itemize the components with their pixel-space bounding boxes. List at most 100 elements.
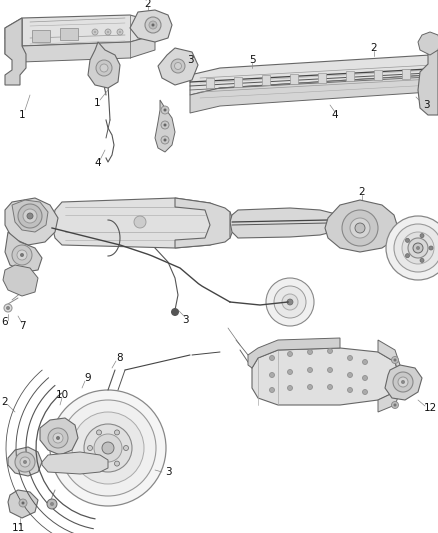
Polygon shape bbox=[418, 32, 438, 55]
Circle shape bbox=[393, 403, 396, 407]
Circle shape bbox=[328, 367, 332, 373]
Circle shape bbox=[282, 294, 298, 310]
Circle shape bbox=[355, 223, 365, 233]
Circle shape bbox=[23, 460, 27, 464]
Polygon shape bbox=[5, 35, 155, 62]
Circle shape bbox=[347, 356, 353, 360]
Polygon shape bbox=[130, 10, 172, 42]
Circle shape bbox=[398, 377, 408, 387]
Text: 3: 3 bbox=[187, 55, 193, 65]
Circle shape bbox=[23, 209, 37, 223]
Circle shape bbox=[408, 238, 428, 258]
Circle shape bbox=[161, 121, 169, 129]
Circle shape bbox=[347, 373, 353, 377]
Polygon shape bbox=[325, 200, 398, 252]
Polygon shape bbox=[155, 100, 175, 152]
Text: 6: 6 bbox=[2, 317, 8, 327]
Circle shape bbox=[163, 139, 166, 141]
Circle shape bbox=[92, 29, 98, 35]
Polygon shape bbox=[418, 50, 438, 115]
Polygon shape bbox=[230, 208, 345, 238]
Circle shape bbox=[266, 278, 314, 326]
Circle shape bbox=[48, 428, 68, 448]
Bar bbox=[402, 69, 410, 78]
Circle shape bbox=[163, 124, 166, 126]
Text: 10: 10 bbox=[56, 390, 69, 400]
Circle shape bbox=[60, 400, 156, 496]
Text: 1: 1 bbox=[19, 110, 25, 120]
Circle shape bbox=[401, 380, 405, 384]
Circle shape bbox=[20, 253, 24, 257]
Polygon shape bbox=[8, 447, 42, 476]
Circle shape bbox=[84, 424, 132, 472]
Polygon shape bbox=[42, 452, 108, 474]
Circle shape bbox=[100, 64, 108, 72]
Polygon shape bbox=[52, 198, 235, 248]
Circle shape bbox=[145, 17, 161, 33]
Polygon shape bbox=[88, 42, 120, 88]
Circle shape bbox=[429, 246, 433, 250]
Circle shape bbox=[27, 213, 33, 219]
Text: 2: 2 bbox=[2, 397, 8, 407]
Circle shape bbox=[119, 31, 121, 33]
Text: 2: 2 bbox=[359, 187, 365, 197]
Circle shape bbox=[163, 109, 166, 111]
Circle shape bbox=[114, 461, 120, 466]
Circle shape bbox=[50, 390, 166, 506]
Circle shape bbox=[161, 106, 169, 114]
Circle shape bbox=[328, 349, 332, 353]
Circle shape bbox=[363, 359, 367, 365]
Circle shape bbox=[307, 350, 312, 354]
Circle shape bbox=[50, 502, 54, 506]
Circle shape bbox=[96, 60, 112, 76]
Text: 5: 5 bbox=[249, 55, 255, 65]
Circle shape bbox=[287, 385, 293, 391]
Text: 3: 3 bbox=[423, 100, 429, 110]
Text: 11: 11 bbox=[11, 523, 25, 533]
Text: 1: 1 bbox=[94, 98, 100, 108]
Polygon shape bbox=[385, 365, 422, 400]
Bar bbox=[60, 28, 78, 40]
Bar bbox=[32, 30, 50, 42]
Circle shape bbox=[152, 23, 155, 27]
Circle shape bbox=[15, 452, 35, 472]
Polygon shape bbox=[5, 15, 155, 46]
Polygon shape bbox=[252, 348, 400, 405]
Circle shape bbox=[20, 457, 30, 467]
Circle shape bbox=[117, 29, 123, 35]
Circle shape bbox=[18, 204, 42, 228]
Circle shape bbox=[21, 502, 25, 505]
Circle shape bbox=[47, 499, 57, 509]
Circle shape bbox=[171, 308, 179, 316]
Polygon shape bbox=[12, 200, 48, 232]
Circle shape bbox=[287, 299, 293, 305]
Circle shape bbox=[420, 259, 424, 262]
Circle shape bbox=[269, 387, 275, 392]
Circle shape bbox=[94, 31, 96, 33]
Circle shape bbox=[307, 384, 312, 390]
Circle shape bbox=[12, 245, 32, 265]
Bar bbox=[206, 78, 214, 88]
Polygon shape bbox=[190, 55, 438, 95]
Circle shape bbox=[19, 499, 27, 507]
Polygon shape bbox=[248, 338, 340, 368]
Circle shape bbox=[392, 401, 399, 408]
Circle shape bbox=[161, 136, 169, 144]
Text: 7: 7 bbox=[19, 321, 25, 331]
Circle shape bbox=[149, 21, 157, 29]
Polygon shape bbox=[5, 18, 26, 85]
Circle shape bbox=[72, 412, 144, 484]
Circle shape bbox=[307, 367, 312, 373]
Circle shape bbox=[402, 232, 434, 264]
Polygon shape bbox=[378, 340, 400, 412]
Circle shape bbox=[53, 433, 63, 443]
Text: 12: 12 bbox=[424, 403, 437, 413]
Circle shape bbox=[363, 390, 367, 394]
Text: 4: 4 bbox=[95, 158, 101, 168]
Bar bbox=[290, 74, 298, 84]
Circle shape bbox=[347, 387, 353, 392]
Polygon shape bbox=[175, 198, 230, 248]
Circle shape bbox=[420, 233, 424, 238]
Text: 9: 9 bbox=[85, 373, 91, 383]
Circle shape bbox=[416, 246, 420, 250]
